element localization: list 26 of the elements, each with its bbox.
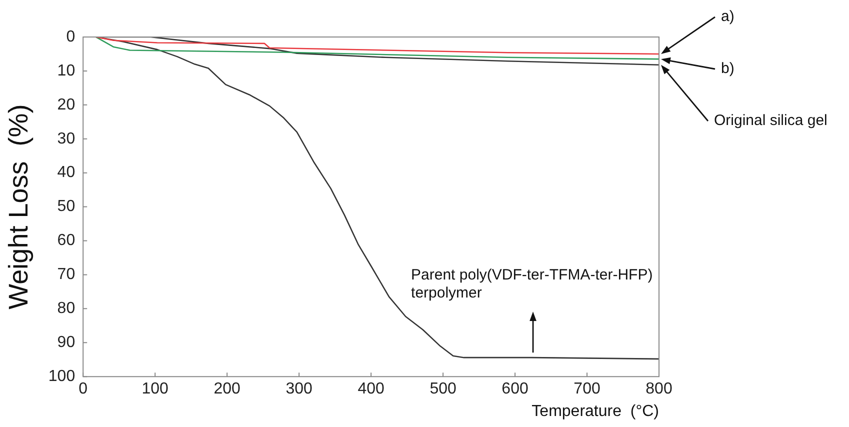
annotation: Parent poly(VDF-ter-TFMA-ter-HFP) terpolymer [411,266,653,302]
text: b) [721,60,734,78]
x-tick-label: 400 [358,380,384,398]
text: a) [721,8,734,26]
x-tick-label: 500 [430,380,456,398]
y-tick-label: 50 [57,198,76,216]
y-tick-label: 90 [57,334,76,352]
y-tick-label: 30 [57,130,76,148]
y-tick-label: 10 [57,62,76,80]
x-tick-label: 700 [574,380,600,398]
y-tick-label: 40 [57,164,76,182]
y-tick-label: 100 [48,368,76,386]
x-axis-title: Temperature (°C) [532,402,659,420]
y-tick-label: 20 [57,96,76,114]
y-tick-label: 70 [57,266,76,284]
y-tick-label: 80 [57,300,76,318]
x-tick-label: 300 [286,380,313,398]
x-tick-label: 100 [142,380,169,398]
y-tick-label: 60 [57,232,76,250]
x-tick-label: 800 [646,380,672,398]
x-tick-label: 600 [502,380,528,398]
x-tick-label: 0 [78,380,88,398]
y-axis-title: Weight Loss (%) [4,104,34,310]
x-tick-label: 200 [214,380,241,398]
text: Original silica gel [714,112,828,130]
y-tick-label: 0 [66,28,76,46]
